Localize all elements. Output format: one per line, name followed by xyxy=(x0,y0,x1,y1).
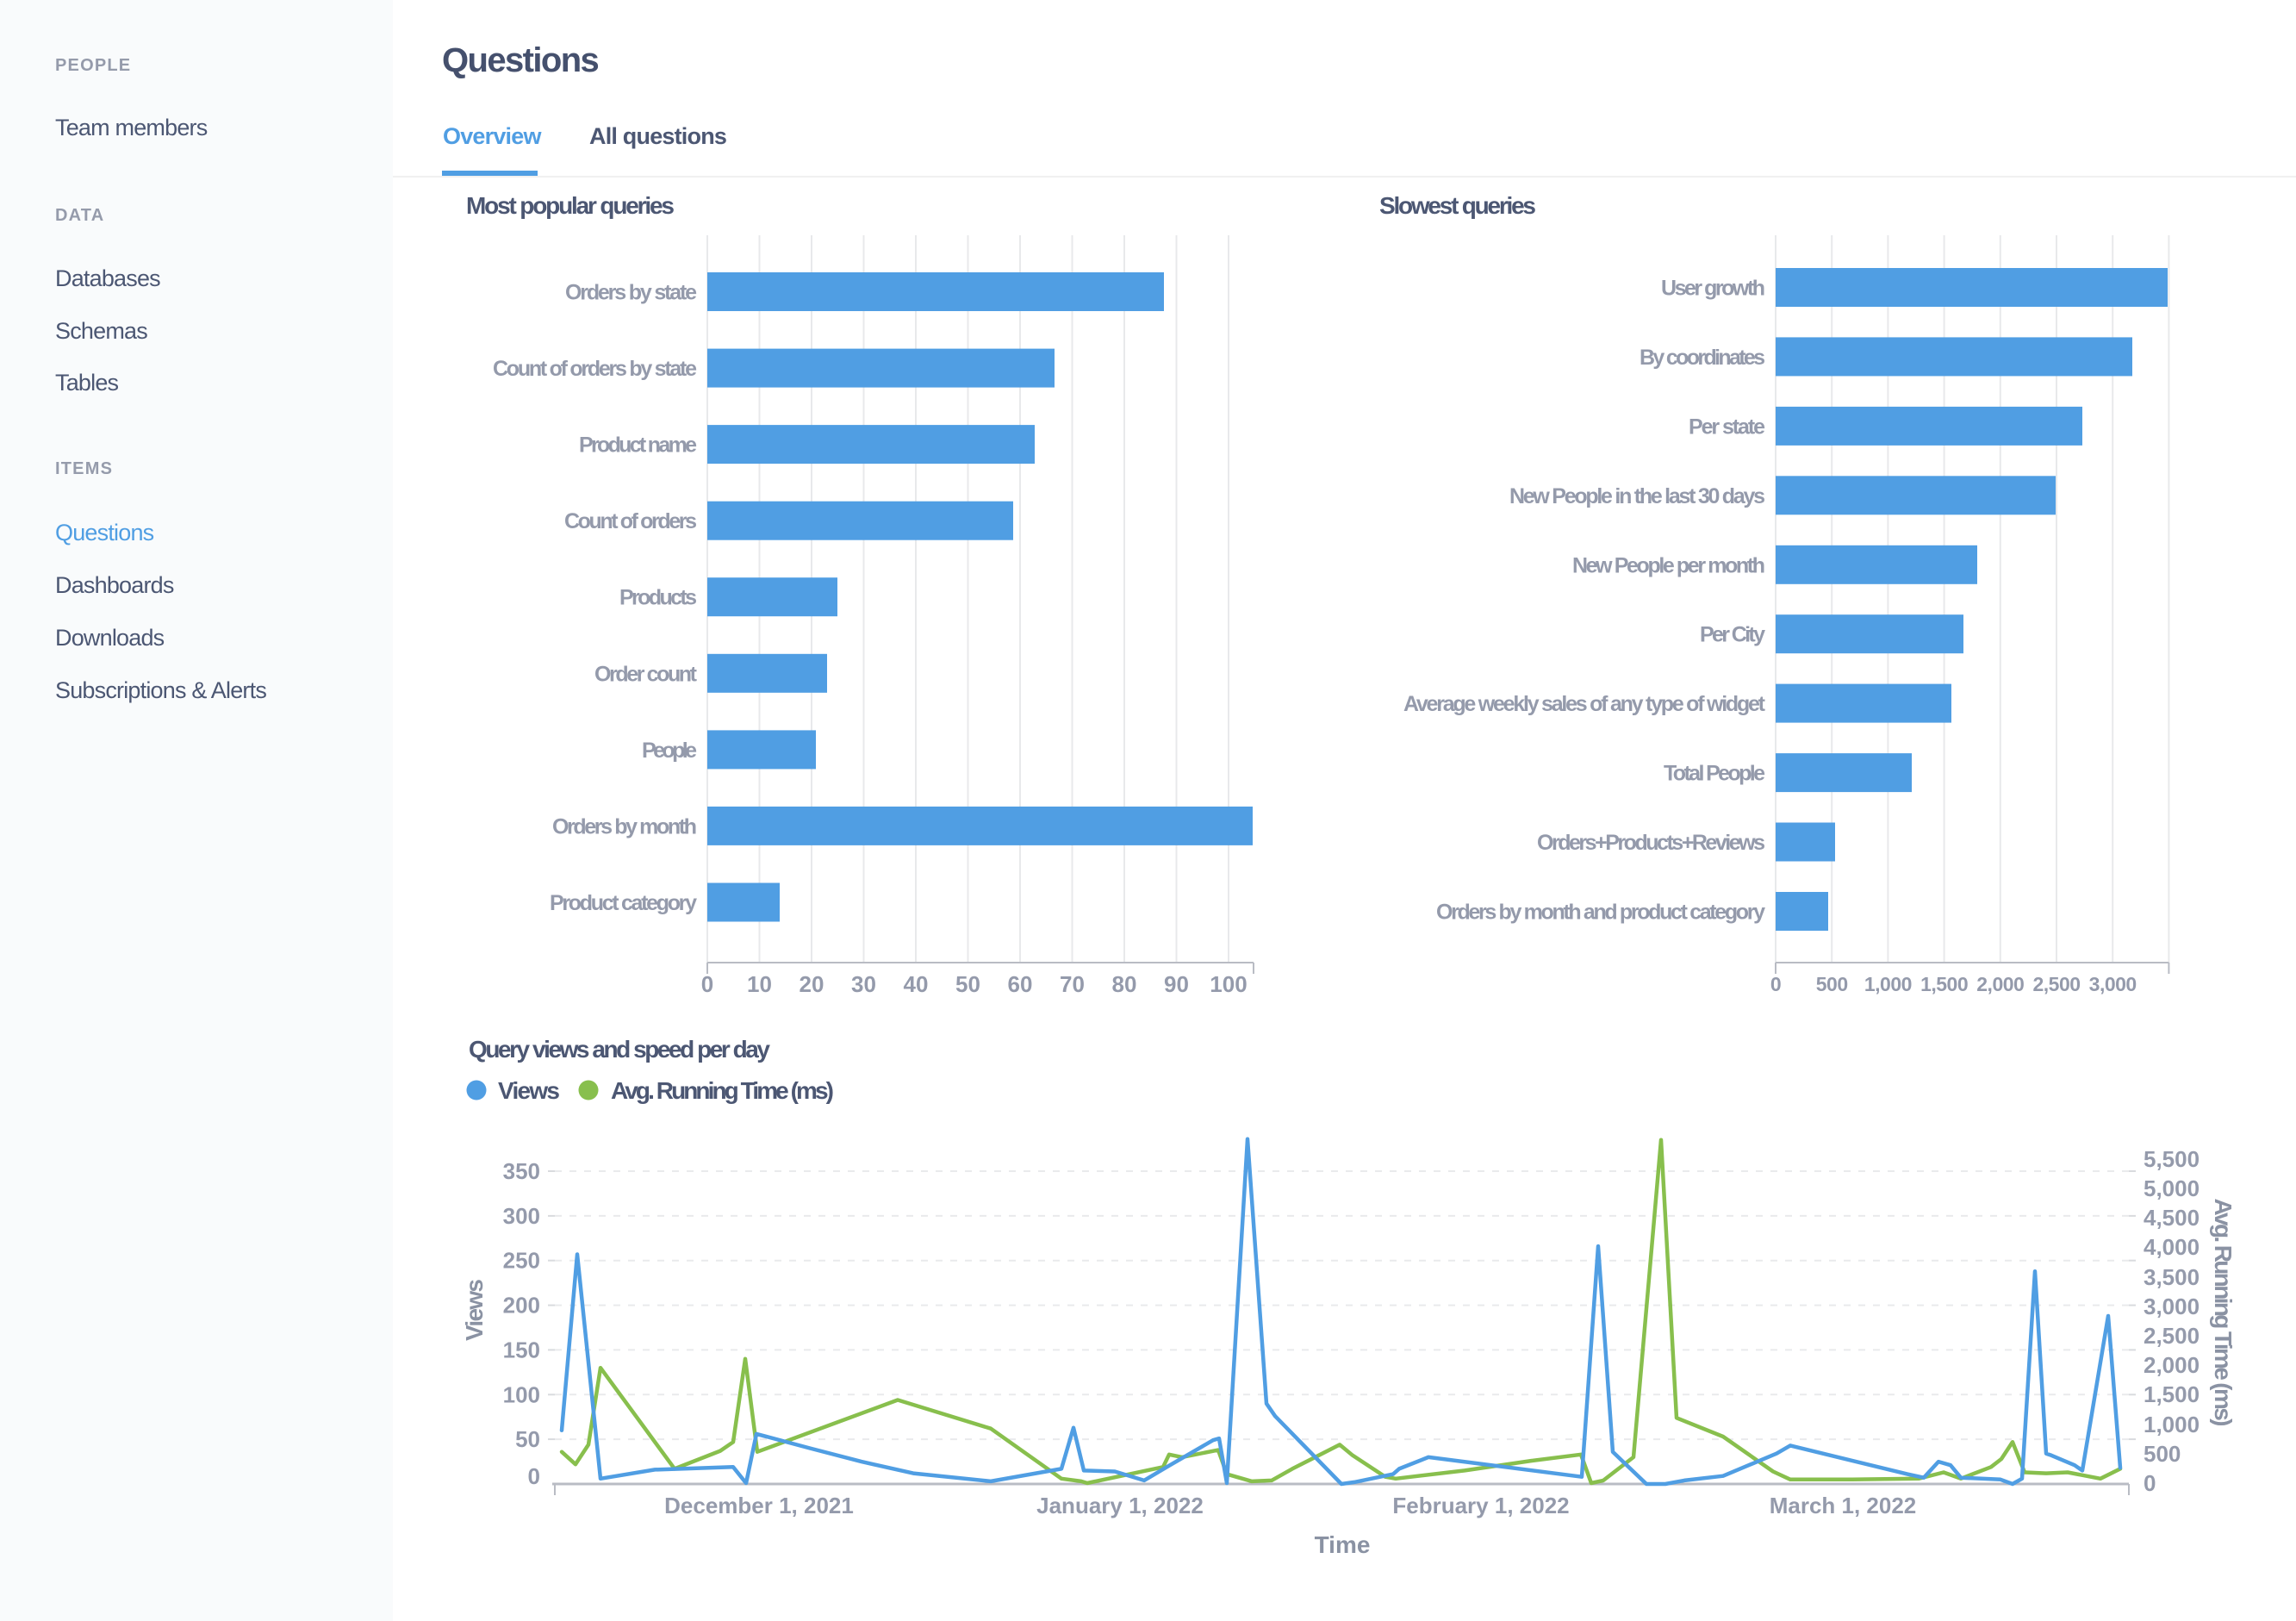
svg-text:New People in the last 30 days: New People in the last 30 days xyxy=(1509,484,1765,508)
svg-text:10: 10 xyxy=(747,971,772,997)
svg-text:Average weekly sales of any ty: Average weekly sales of any type of widg… xyxy=(1403,692,1766,716)
svg-text:300: 300 xyxy=(503,1203,540,1229)
svg-text:March 1, 2022: March 1, 2022 xyxy=(1770,1493,1917,1518)
svg-text:500: 500 xyxy=(2144,1441,2181,1467)
svg-text:20: 20 xyxy=(800,971,824,997)
svg-text:1,500: 1,500 xyxy=(2144,1381,2200,1407)
svg-text:200: 200 xyxy=(503,1293,540,1319)
svg-text:80: 80 xyxy=(1112,971,1137,997)
svg-text:5,000: 5,000 xyxy=(2144,1175,2200,1201)
svg-text:4,000: 4,000 xyxy=(2144,1234,2200,1260)
svg-text:90: 90 xyxy=(1164,971,1189,997)
svg-text:2,000: 2,000 xyxy=(2144,1352,2200,1378)
svg-text:Most popular queries: Most popular queries xyxy=(466,192,675,219)
svg-text:Order count: Order count xyxy=(594,662,698,686)
svg-text:By coordinates: By coordinates xyxy=(1640,346,1765,370)
svg-text:Total People: Total People xyxy=(1664,762,1765,786)
svg-text:December 1, 2021: December 1, 2021 xyxy=(664,1493,854,1518)
svg-text:3,000: 3,000 xyxy=(2089,973,2137,995)
svg-text:70: 70 xyxy=(1060,971,1085,997)
svg-text:2,000: 2,000 xyxy=(1976,973,2024,995)
svg-text:100: 100 xyxy=(1210,971,1247,997)
svg-text:Time: Time xyxy=(1315,1531,1371,1558)
svg-text:Avg. Running Time (ms): Avg. Running Time (ms) xyxy=(611,1077,834,1104)
svg-text:2,500: 2,500 xyxy=(2032,973,2080,995)
svg-text:30: 30 xyxy=(851,971,876,997)
svg-text:0: 0 xyxy=(1770,973,1781,995)
svg-text:Product name: Product name xyxy=(579,433,697,458)
svg-text:150: 150 xyxy=(503,1337,540,1362)
svg-text:User growth: User growth xyxy=(1661,277,1765,301)
svg-text:500: 500 xyxy=(1816,973,1848,995)
svg-text:Views: Views xyxy=(461,1279,488,1341)
svg-text:2,500: 2,500 xyxy=(2144,1323,2200,1349)
svg-text:New People per month: New People per month xyxy=(1572,553,1765,577)
svg-text:February 1, 2022: February 1, 2022 xyxy=(1392,1493,1569,1518)
svg-text:Count of orders by state: Count of orders by state xyxy=(493,357,697,381)
svg-text:Products: Products xyxy=(619,586,697,610)
svg-text:Orders by month: Orders by month xyxy=(552,814,697,839)
svg-text:0: 0 xyxy=(701,971,713,997)
svg-text:Orders+Products+Reviews: Orders+Products+Reviews xyxy=(1537,831,1765,855)
svg-text:Product category: Product category xyxy=(550,891,697,915)
svg-text:Per state: Per state xyxy=(1689,415,1765,439)
svg-text:3,500: 3,500 xyxy=(2144,1264,2200,1290)
svg-text:0: 0 xyxy=(528,1463,540,1489)
svg-text:100: 100 xyxy=(503,1381,540,1407)
svg-text:Count of orders: Count of orders xyxy=(564,509,697,533)
svg-text:350: 350 xyxy=(503,1158,540,1184)
svg-text:60: 60 xyxy=(1008,971,1033,997)
svg-text:5,500: 5,500 xyxy=(2144,1146,2200,1172)
svg-text:4,500: 4,500 xyxy=(2144,1205,2200,1231)
svg-text:1,000: 1,000 xyxy=(1864,973,1912,995)
svg-text:50: 50 xyxy=(515,1426,540,1452)
svg-text:50: 50 xyxy=(955,971,980,997)
svg-text:Views: Views xyxy=(498,1077,560,1104)
svg-text:Orders by month and product ca: Orders by month and product category xyxy=(1436,901,1765,925)
svg-text:Orders by state: Orders by state xyxy=(565,281,697,305)
svg-text:1,000: 1,000 xyxy=(2144,1412,2200,1437)
svg-text:40: 40 xyxy=(904,971,929,997)
svg-text:January 1, 2022: January 1, 2022 xyxy=(1036,1493,1204,1518)
svg-text:Slowest queries: Slowest queries xyxy=(1379,192,1536,219)
svg-text:Query views and speed per day: Query views and speed per day xyxy=(469,1036,770,1063)
svg-text:Per City: Per City xyxy=(1700,623,1765,647)
svg-text:People: People xyxy=(642,739,697,763)
svg-text:250: 250 xyxy=(503,1248,540,1274)
svg-text:1,500: 1,500 xyxy=(1920,973,1968,995)
svg-text:3,000: 3,000 xyxy=(2144,1294,2200,1319)
svg-text:Avg. Running Time (ms): Avg. Running Time (ms) xyxy=(2210,1199,2237,1427)
svg-text:0: 0 xyxy=(2144,1470,2156,1496)
